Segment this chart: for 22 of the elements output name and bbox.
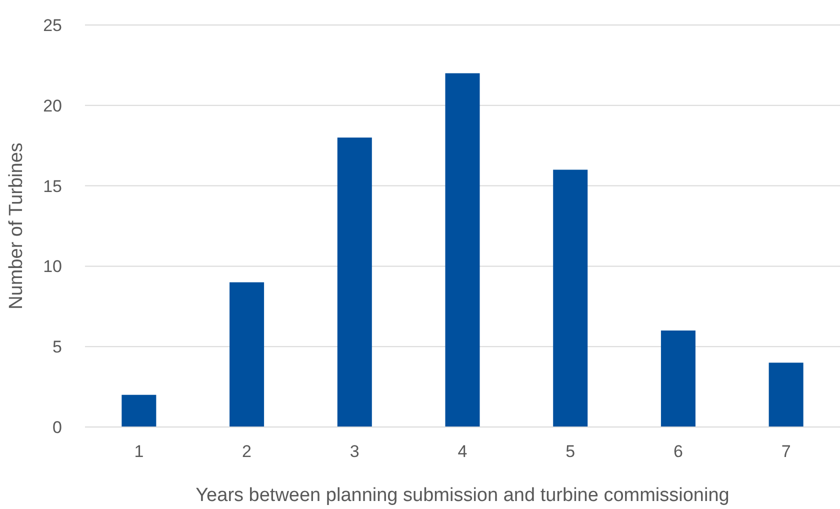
bar (337, 138, 372, 427)
y-tick-label: 15 (43, 176, 62, 196)
bar (553, 170, 588, 427)
y-tick-label: 5 (52, 338, 62, 357)
x-tick-label: 6 (673, 442, 683, 461)
x-tick-label: 3 (350, 442, 360, 461)
bar (768, 362, 804, 427)
x-tick-label: 7 (781, 442, 791, 461)
x-tick-label: 1 (134, 442, 144, 461)
x-tick-label: 4 (458, 442, 468, 461)
x-tick-label: 2 (242, 442, 252, 461)
bar (122, 394, 156, 427)
y-tick-label: 25 (43, 16, 62, 35)
bar (445, 73, 480, 427)
bar (660, 330, 696, 427)
y-axis-title: Number of Turbines (6, 142, 27, 310)
x-tick-label: 5 (566, 442, 576, 461)
y-tick-label: 0 (52, 418, 62, 437)
y-tick-label: 10 (43, 257, 62, 276)
x-axis-title: Years between planning submission and turbine commissioning (196, 485, 730, 506)
y-tick-label: 20 (43, 96, 62, 116)
bar (230, 282, 264, 427)
